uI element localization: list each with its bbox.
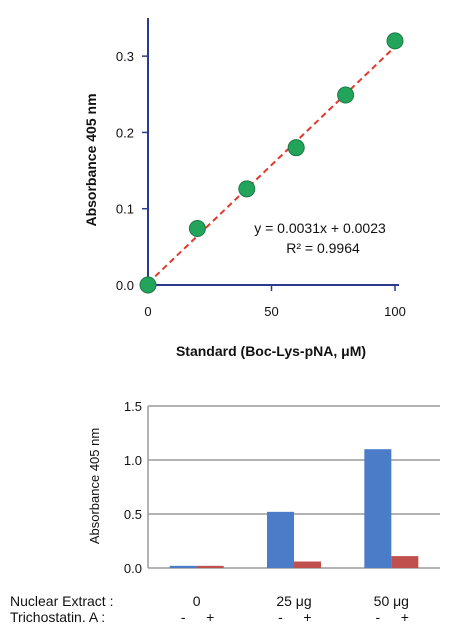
bar-chart-sub-label: + bbox=[401, 609, 409, 625]
bar-chart-bar bbox=[169, 565, 197, 568]
deacetylase-bar-chart: 0.00.51.01.50- +25 μg- +50 μg- + Absorbance… bbox=[10, 399, 440, 625]
bar-chart-sub-label: - bbox=[181, 609, 186, 625]
standard-curve-data-point bbox=[337, 86, 355, 104]
bar-chart-y-tick-label: 0.0 bbox=[124, 561, 142, 576]
bar-chart-y-tick-label: 0.5 bbox=[124, 507, 142, 522]
bar-chart-bar bbox=[391, 556, 419, 568]
bar-chart-group-label: 25 μg bbox=[276, 593, 311, 609]
standard-curve-y-tick-label: 0.3 bbox=[116, 49, 134, 64]
standard-curve-chart: 0.00.10.20.30 50 100 y = 0.0031x + 0.0023 … bbox=[83, 18, 406, 359]
bar-chart-bar bbox=[364, 449, 392, 568]
bar-chart-bar bbox=[196, 565, 224, 568]
standard-curve-plot-area: 0.0 0.1 0.2 0.3 0 50 100 bbox=[116, 18, 406, 319]
bar-chart-sub-label: + bbox=[206, 609, 214, 625]
standard-curve-x-tick-label: 0 bbox=[144, 304, 151, 319]
standard-curve-fit-line bbox=[147, 46, 396, 284]
standard-curve-y-tick-label: 0.0 bbox=[116, 278, 134, 293]
bar-chart-bar bbox=[294, 561, 321, 568]
trichostatin-row-label: Trichostatin. A : bbox=[10, 609, 105, 625]
bar-chart-sub-label: - bbox=[375, 609, 380, 625]
bar-chart-y-tick-label: 1.0 bbox=[124, 453, 142, 468]
standard-curve-y-axis-label: Absorbance 405 nm bbox=[83, 93, 99, 226]
nuclear-extract-row-label: Nuclear Extract : bbox=[10, 593, 113, 609]
standard-curve-x-axis-label: Standard (Boc-Lys-pNA, μM) bbox=[176, 343, 366, 359]
standard-curve-data-point bbox=[238, 180, 256, 198]
bar-chart-y-axis-label: Absorbance 405 nm bbox=[87, 428, 102, 544]
bar-chart-group-label: 0 bbox=[193, 593, 201, 609]
bar-chart-sub-label: + bbox=[303, 609, 311, 625]
standard-curve-data-point bbox=[188, 220, 206, 238]
standard-curve-x-tick-label: 50 bbox=[264, 304, 278, 319]
standard-curve-data-point bbox=[139, 276, 157, 294]
bar-chart-group-label: 50 μg bbox=[374, 593, 409, 609]
standard-curve-x-tick-label: 100 bbox=[384, 304, 406, 319]
standard-curve-y-tick-label: 0.1 bbox=[116, 202, 134, 217]
standard-curve-annotation-r2: R² = 0.9964 bbox=[286, 240, 360, 256]
bar-chart-plot-area: 0.00.51.01.50- +25 μg- +50 μg- + bbox=[124, 399, 440, 625]
standard-curve-data-point bbox=[386, 32, 404, 50]
standard-curve-y-tick-label: 0.2 bbox=[116, 125, 134, 140]
standard-curve-annotation-equation: y = 0.0031x + 0.0023 bbox=[254, 220, 386, 236]
bar-chart-sub-label: - bbox=[278, 609, 283, 625]
bar-chart-bar bbox=[267, 511, 294, 568]
standard-curve-data-point bbox=[287, 139, 305, 157]
bar-chart-y-tick-label: 1.5 bbox=[124, 399, 142, 414]
